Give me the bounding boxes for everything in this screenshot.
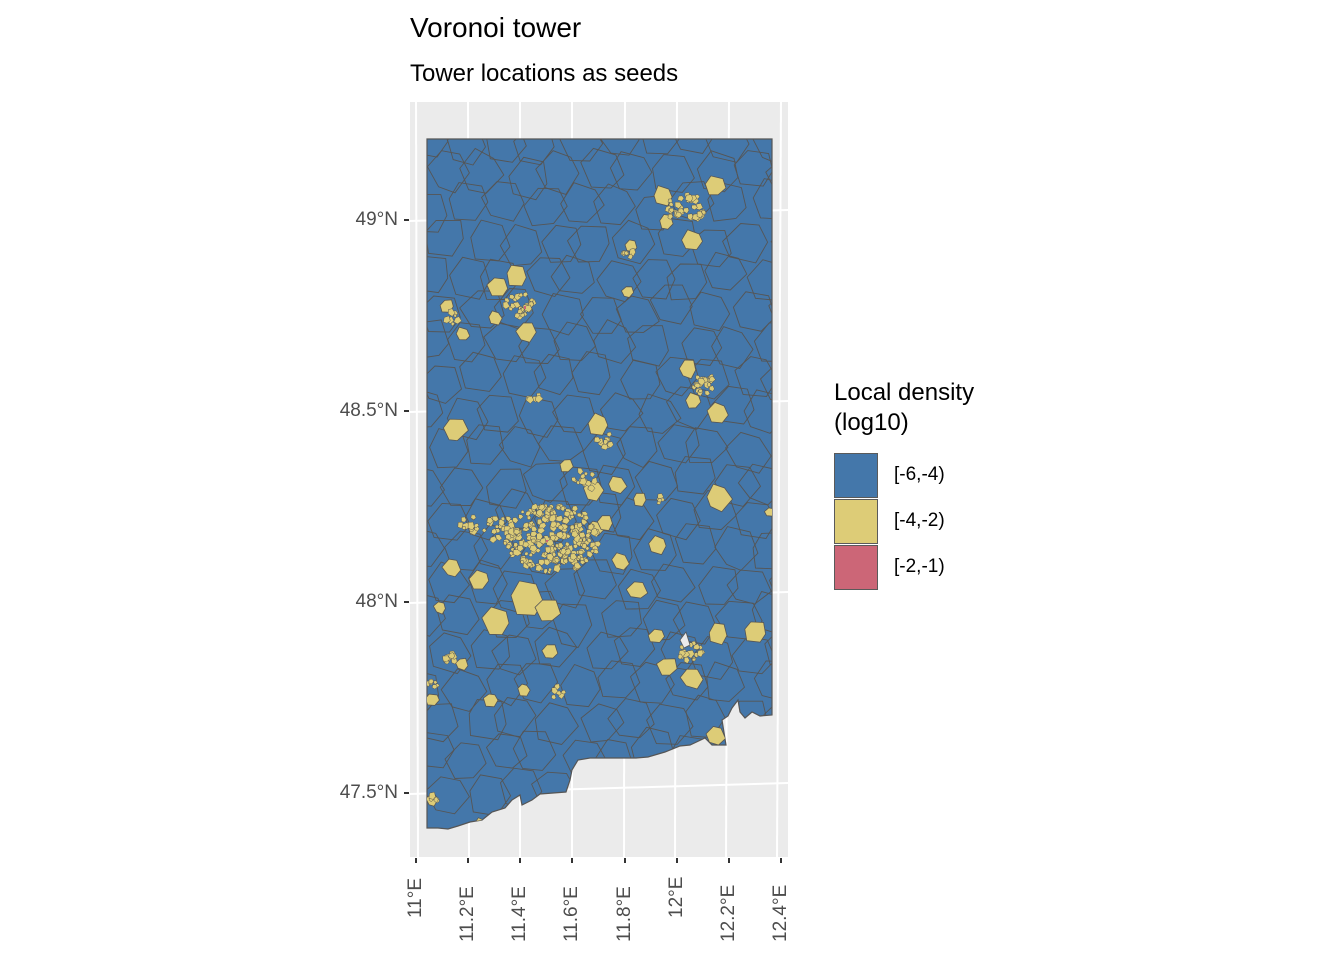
axis-ticks — [404, 219, 782, 863]
legend-label: [-2,-1) — [894, 556, 945, 577]
y-tick-label: 47.5°N — [339, 782, 398, 803]
x-tick-label: 12.2°E — [718, 884, 739, 942]
chart-subtitle: Tower locations as seeds — [410, 60, 679, 87]
legend-swatch-low — [834, 453, 878, 498]
high-density-cell — [524, 306, 526, 309]
y-tick-label: 48°N — [355, 591, 398, 612]
chart-title: Voronoi tower — [410, 12, 582, 43]
legend-swatch-high — [834, 545, 878, 590]
x-tick-label: 11°E — [405, 878, 426, 918]
x-tick-label: 11.4°E — [509, 886, 530, 942]
x-tick-label: 11.8°E — [614, 886, 635, 942]
x-tick-label: 11.6°E — [561, 886, 582, 942]
legend-label: [-4,-2) — [894, 510, 945, 531]
x-tick-label: 11.2°E — [457, 886, 478, 942]
y-tick-label: 48.5°N — [339, 400, 398, 421]
legend-swatch-mid — [834, 499, 878, 544]
voronoi-cells — [427, 139, 772, 829]
x-tick-label: 12.4°E — [770, 884, 791, 942]
high-density-cell — [546, 540, 548, 542]
y-tick-label: 49°N — [355, 209, 398, 230]
legend-item: [-6,-4) — [834, 453, 1034, 499]
legend-title-line2: (log10) — [834, 409, 909, 436]
legend-item: [-4,-2) — [834, 499, 1034, 545]
legend-item: [-2,-1) — [834, 545, 1034, 591]
legend-label: [-6,-4) — [894, 464, 945, 485]
legend-title: Local density (log10) — [834, 378, 974, 438]
lake-cutout — [679, 631, 691, 649]
x-tick-label: 12°E — [666, 876, 687, 918]
legend-title-line1: Local density — [834, 379, 975, 406]
